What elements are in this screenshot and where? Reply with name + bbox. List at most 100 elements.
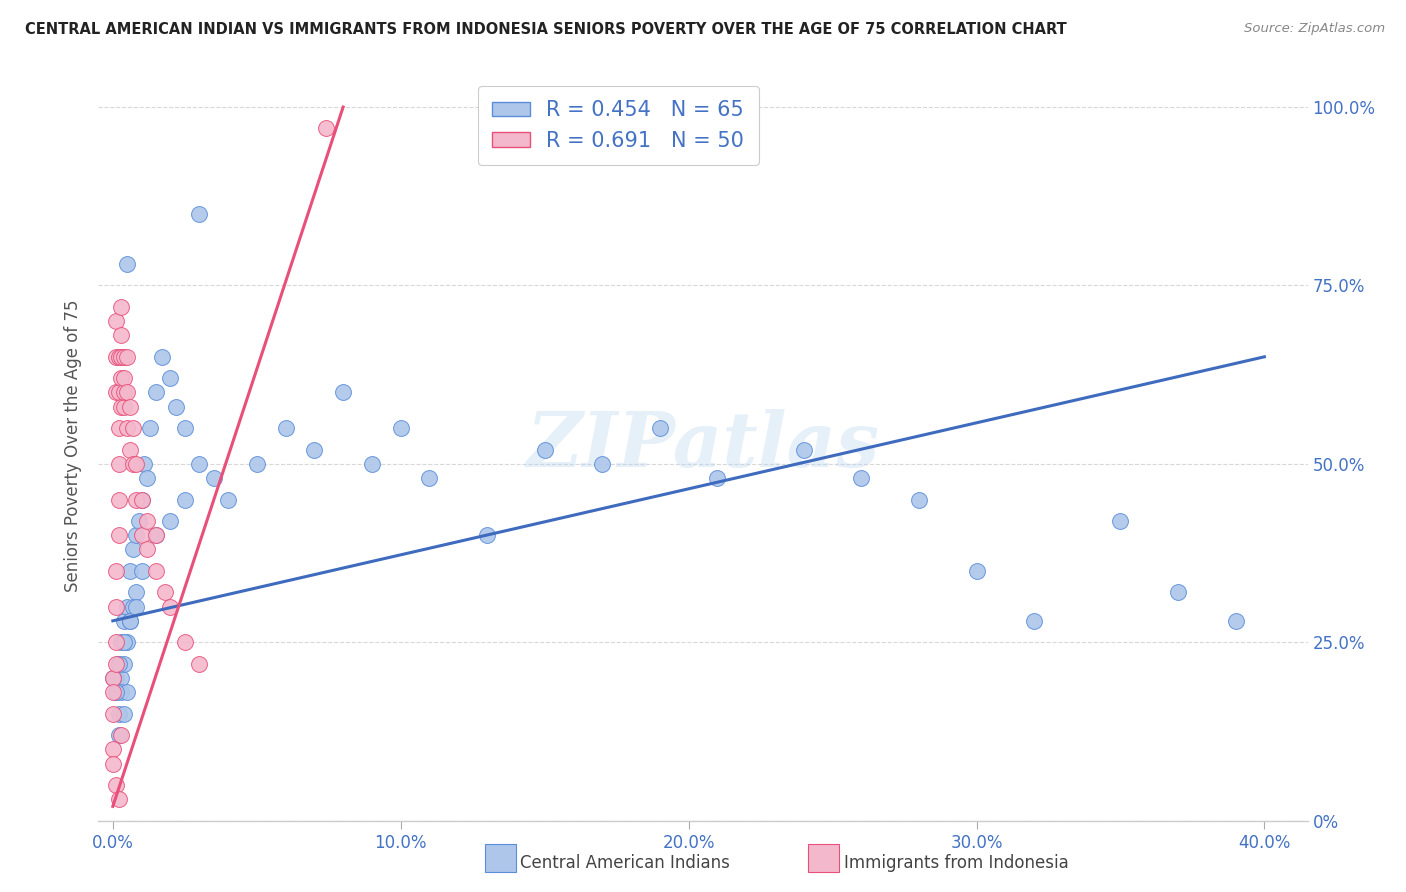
Point xyxy=(125,528,148,542)
Point xyxy=(145,528,167,542)
Point xyxy=(304,442,326,457)
Point xyxy=(110,350,132,364)
Point xyxy=(173,635,195,649)
Point xyxy=(145,564,167,578)
Point xyxy=(104,635,127,649)
Point xyxy=(104,671,127,685)
Point xyxy=(110,685,132,699)
Point xyxy=(104,685,127,699)
Text: Immigrants from Indonesia: Immigrants from Indonesia xyxy=(844,854,1069,871)
Point xyxy=(101,706,124,721)
Point xyxy=(101,742,124,756)
Point xyxy=(131,564,153,578)
Point xyxy=(418,471,440,485)
Text: Source: ZipAtlas.com: Source: ZipAtlas.com xyxy=(1244,22,1385,36)
Y-axis label: Seniors Poverty Over the Age of 75: Seniors Poverty Over the Age of 75 xyxy=(65,300,83,592)
Point xyxy=(112,350,135,364)
Legend: R = 0.454   N = 65, R = 0.691   N = 50: R = 0.454 N = 65, R = 0.691 N = 50 xyxy=(478,86,759,165)
Point xyxy=(104,657,127,671)
Point xyxy=(120,442,142,457)
Point xyxy=(112,400,135,414)
Point xyxy=(966,564,988,578)
Point xyxy=(115,599,138,614)
Point xyxy=(112,657,135,671)
Point xyxy=(115,257,138,271)
Point xyxy=(110,728,132,742)
Point xyxy=(131,492,153,507)
Point xyxy=(101,671,124,685)
Point xyxy=(104,314,127,328)
Point xyxy=(591,457,613,471)
Point xyxy=(533,442,555,457)
Point xyxy=(188,457,211,471)
Point xyxy=(1225,614,1247,628)
Point xyxy=(793,442,815,457)
Point xyxy=(107,657,129,671)
Point xyxy=(107,350,129,364)
Point xyxy=(110,671,132,685)
Point xyxy=(110,328,132,343)
Point xyxy=(122,457,145,471)
Point xyxy=(188,657,211,671)
Point xyxy=(110,400,132,414)
Point xyxy=(101,756,124,771)
Point xyxy=(107,792,129,806)
Point xyxy=(153,585,176,599)
Point xyxy=(134,457,156,471)
Point xyxy=(1022,614,1045,628)
Point xyxy=(104,564,127,578)
Point xyxy=(315,121,337,136)
Point xyxy=(110,300,132,314)
Point xyxy=(107,657,129,671)
Point xyxy=(101,685,124,699)
Point xyxy=(125,599,148,614)
Point xyxy=(112,635,135,649)
Point xyxy=(908,492,931,507)
Point xyxy=(145,528,167,542)
Point xyxy=(159,514,181,528)
Point xyxy=(107,457,129,471)
Point xyxy=(115,685,138,699)
Point xyxy=(112,706,135,721)
Point xyxy=(107,492,129,507)
Point xyxy=(125,492,148,507)
Point xyxy=(389,421,412,435)
Point xyxy=(145,385,167,400)
Point xyxy=(122,421,145,435)
Point xyxy=(110,371,132,385)
Point xyxy=(173,492,195,507)
Point xyxy=(1167,585,1189,599)
Point xyxy=(122,542,145,557)
Point xyxy=(110,635,132,649)
Text: ZIPatlas: ZIPatlas xyxy=(526,409,880,483)
Point xyxy=(851,471,873,485)
Point xyxy=(136,471,159,485)
Point xyxy=(107,385,129,400)
Point xyxy=(112,371,135,385)
Point xyxy=(217,492,239,507)
Point xyxy=(128,514,150,528)
Point xyxy=(131,528,153,542)
Point xyxy=(120,614,142,628)
Point xyxy=(120,614,142,628)
Point xyxy=(139,421,162,435)
Point xyxy=(104,385,127,400)
Point xyxy=(107,421,129,435)
Point xyxy=(107,728,129,742)
Point xyxy=(120,564,142,578)
Point xyxy=(112,614,135,628)
Point xyxy=(115,385,138,400)
Point xyxy=(125,585,148,599)
Point xyxy=(104,685,127,699)
Point xyxy=(122,599,145,614)
Point xyxy=(101,671,124,685)
Point xyxy=(202,471,225,485)
Point xyxy=(104,599,127,614)
Point xyxy=(131,492,153,507)
Point xyxy=(188,207,211,221)
Point xyxy=(159,599,181,614)
Point xyxy=(120,400,142,414)
Point xyxy=(115,421,138,435)
Point xyxy=(115,350,138,364)
Point xyxy=(332,385,354,400)
